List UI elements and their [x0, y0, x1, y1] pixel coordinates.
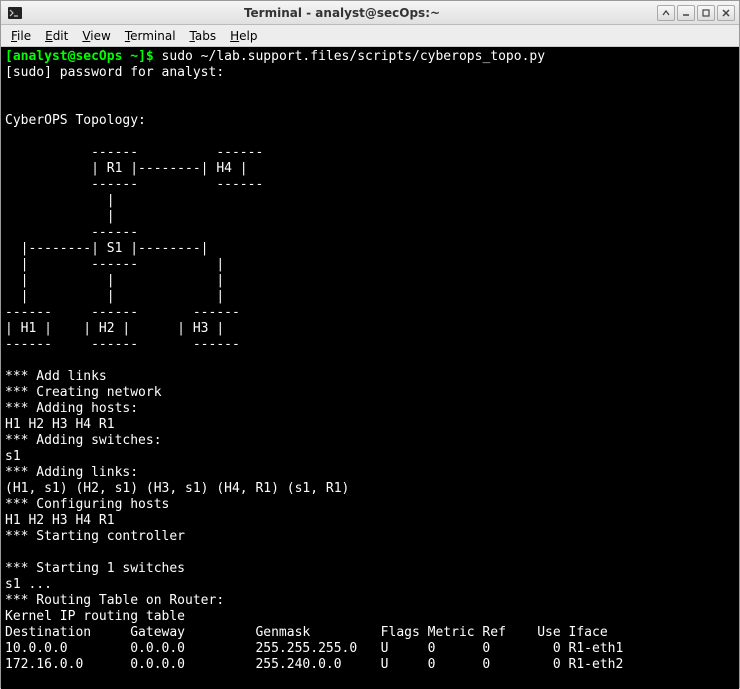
out-line: 172.16.0.0 0.0.0.0 255.240.0.0 U 0 0 0 R…: [5, 657, 623, 672]
out-line: |--------| S1 |--------|: [5, 241, 209, 256]
window-titlebar: Terminal - analyst@secOps:~: [1, 1, 739, 25]
out-line: CyberOPS Topology:: [5, 113, 146, 128]
out-line: *** Starting controller: [5, 529, 185, 544]
out-line: H1 H2 H3 H4 R1: [5, 513, 115, 528]
out-line: | ------ |: [5, 257, 224, 272]
menu-terminal[interactable]: Terminal: [125, 29, 176, 43]
rollup-button[interactable]: [657, 5, 675, 21]
out-line: *** Configuring hosts: [5, 497, 169, 512]
menu-file[interactable]: File: [11, 29, 31, 43]
out-line: | | |: [5, 289, 224, 304]
maximize-button[interactable]: [697, 5, 715, 21]
window-buttons: [657, 5, 735, 21]
out-line: *** Creating network: [5, 385, 162, 400]
out-line: s1: [5, 449, 21, 464]
out-line: Kernel IP routing table: [5, 609, 185, 624]
out-line: ------ ------ ------: [5, 337, 240, 352]
out-line: *** Routing Table on Router:: [5, 593, 224, 608]
out-line: *** Adding switches:: [5, 433, 162, 448]
out-line: Destination Gateway Genmask Flags Metric…: [5, 625, 608, 640]
out-line: s1 ...: [5, 577, 52, 592]
terminal-viewport[interactable]: [analyst@secOps ~]$ sudo ~/lab.support.f…: [1, 47, 739, 689]
minimize-button[interactable]: [677, 5, 695, 21]
prompt-close: ]$: [138, 49, 161, 64]
menu-view[interactable]: View: [82, 29, 110, 43]
close-button[interactable]: [717, 5, 735, 21]
out-line: |: [5, 209, 115, 224]
out-line: (H1, s1) (H2, s1) (H3, s1) (H4, R1) (s1,…: [5, 481, 349, 496]
out-line: | | |: [5, 273, 224, 288]
out-line: ------ ------: [5, 145, 263, 160]
out-line: 10.0.0.0 0.0.0.0 255.255.255.0 U 0 0 0 R…: [5, 641, 623, 656]
out-line: ------ ------: [5, 177, 263, 192]
out-line: *** Starting 1 switches: [5, 561, 185, 576]
out-line: | R1 |--------| H4 |: [5, 161, 248, 176]
out-line: |: [5, 193, 115, 208]
out-line: *** Adding links:: [5, 465, 138, 480]
out-line: | H1 | | H2 | | H3 |: [5, 321, 224, 336]
out-line: [sudo] password for analyst:: [5, 65, 224, 80]
terminal-icon: [7, 5, 23, 21]
menubar: File Edit View Terminal Tabs Help: [1, 25, 739, 47]
out-line: *** Adding hosts:: [5, 401, 138, 416]
out-line: H1 H2 H3 H4 R1: [5, 417, 115, 432]
out-line: ------: [5, 225, 138, 240]
out-line: *** Add links: [5, 369, 107, 384]
menu-tabs[interactable]: Tabs: [190, 29, 217, 43]
prompt-open: [: [5, 49, 13, 64]
prompt-command: sudo ~/lab.support.files/scripts/cyberop…: [162, 49, 546, 64]
window-title: Terminal - analyst@secOps:~: [27, 6, 657, 20]
prompt-path: ~: [130, 49, 138, 64]
menu-help[interactable]: Help: [230, 29, 257, 43]
prompt-user: analyst@secOps: [13, 49, 123, 64]
menu-edit[interactable]: Edit: [45, 29, 68, 43]
out-line: ------ ------ ------: [5, 305, 240, 320]
